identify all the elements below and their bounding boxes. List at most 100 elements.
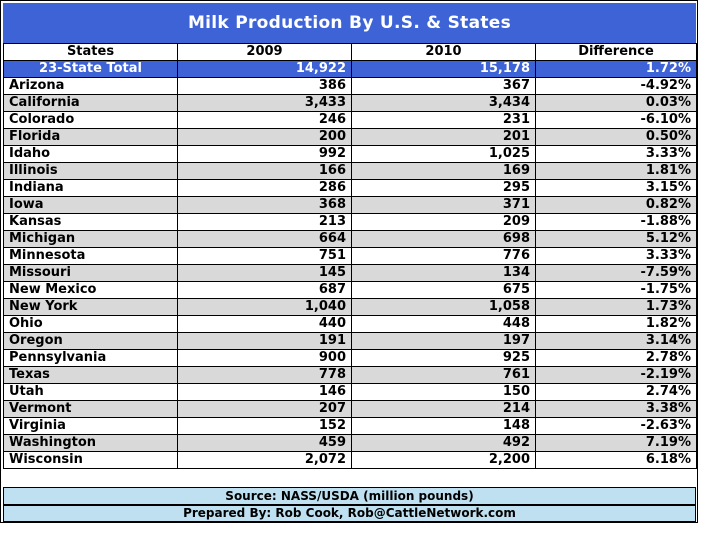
difference-cell: -6.10% [535, 111, 697, 129]
value-2009-cell: 3,433 [177, 94, 352, 112]
table-row: Wisconsin 2,072 2,200 6.18% [3, 451, 697, 469]
state-cell: Vermont [3, 400, 178, 418]
table-row: Michigan 664 698 5.12% [3, 230, 697, 248]
value-2010-cell: 201 [351, 128, 536, 146]
table-row: Pennsylvania 900 925 2.78% [3, 349, 697, 367]
value-2010-cell: 134 [351, 264, 536, 282]
state-cell: New York [3, 298, 178, 316]
value-2009-cell: 751 [177, 247, 352, 265]
value-2010-cell: 148 [351, 417, 536, 435]
state-cell: Iowa [3, 196, 178, 214]
milk-production-slide: Milk Production By U.S. & States States … [0, 0, 698, 523]
table-row: Virginia 152 148 -2.63% [3, 417, 697, 435]
table-row: Kansas 213 209 -1.88% [3, 213, 697, 231]
difference-cell: -2.19% [535, 366, 697, 384]
prepared-by-note: Prepared By: Rob Cook, Rob@CattleNetwork… [3, 505, 696, 522]
state-cell: Minnesota [3, 247, 178, 265]
difference-cell: 7.19% [535, 434, 697, 452]
table-row: Florida 200 201 0.50% [3, 128, 697, 146]
difference-cell: 0.50% [535, 128, 697, 146]
value-2010-cell: 3,434 [351, 94, 536, 112]
value-2009-cell: 145 [177, 264, 352, 282]
value-2010-cell: 209 [351, 213, 536, 231]
table-row: Ohio 440 448 1.82% [3, 315, 697, 333]
value-2010-cell: 197 [351, 332, 536, 350]
table-row: Oregon 191 197 3.14% [3, 332, 697, 350]
difference-cell: -1.88% [535, 213, 697, 231]
state-cell: Wisconsin [3, 451, 178, 469]
value-2010-cell: 448 [351, 315, 536, 333]
value-2010-cell: 675 [351, 281, 536, 299]
state-cell: Idaho [3, 145, 178, 163]
table-row: Indiana 286 295 3.15% [3, 179, 697, 197]
value-2010-cell: 1,058 [351, 298, 536, 316]
difference-cell: 2.78% [535, 349, 697, 367]
total-diff: 1.72% [535, 60, 697, 78]
difference-cell: 2.74% [535, 383, 697, 401]
value-2010-cell: 371 [351, 196, 536, 214]
value-2009-cell: 778 [177, 366, 352, 384]
difference-cell: 3.14% [535, 332, 697, 350]
table-row: Texas 778 761 -2.19% [3, 366, 697, 384]
difference-cell: 3.15% [535, 179, 697, 197]
difference-cell: 1.73% [535, 298, 697, 316]
value-2009-cell: 687 [177, 281, 352, 299]
value-2009-cell: 2,072 [177, 451, 352, 469]
total-row: 23-State Total 14,922 15,178 1.72% [3, 60, 697, 78]
difference-cell: 3.33% [535, 145, 697, 163]
difference-cell: 1.82% [535, 315, 697, 333]
difference-cell: 3.38% [535, 400, 697, 418]
value-2010-cell: 295 [351, 179, 536, 197]
header-states: States [3, 43, 178, 61]
value-2009-cell: 213 [177, 213, 352, 231]
state-cell: Utah [3, 383, 178, 401]
difference-cell: 5.12% [535, 230, 697, 248]
difference-cell: 0.82% [535, 196, 697, 214]
value-2009-cell: 459 [177, 434, 352, 452]
state-cell: Arizona [3, 77, 178, 95]
state-cell: Ohio [3, 315, 178, 333]
value-2010-cell: 2,200 [351, 451, 536, 469]
state-cell: Missouri [3, 264, 178, 282]
table-row: Missouri 145 134 -7.59% [3, 264, 697, 282]
table-title: Milk Production By U.S. & States [3, 3, 696, 43]
value-2009-cell: 900 [177, 349, 352, 367]
value-2009-cell: 166 [177, 162, 352, 180]
value-2009-cell: 191 [177, 332, 352, 350]
value-2009-cell: 368 [177, 196, 352, 214]
value-2009-cell: 146 [177, 383, 352, 401]
difference-cell: -7.59% [535, 264, 697, 282]
difference-cell: -1.75% [535, 281, 697, 299]
value-2010-cell: 367 [351, 77, 536, 95]
state-cell: Virginia [3, 417, 178, 435]
total-state: 23-State Total [3, 60, 178, 78]
source-note: Source: NASS/USDA (million pounds) [3, 487, 696, 505]
value-2009-cell: 440 [177, 315, 352, 333]
state-cell: Michigan [3, 230, 178, 248]
table-row: California 3,433 3,434 0.03% [3, 94, 697, 112]
state-cell: Indiana [3, 179, 178, 197]
total-2010: 15,178 [351, 60, 536, 78]
difference-cell: 3.33% [535, 247, 697, 265]
header-2009: 2009 [177, 43, 352, 61]
state-cell: Kansas [3, 213, 178, 231]
value-2010-cell: 492 [351, 434, 536, 452]
state-cell: Colorado [3, 111, 178, 129]
value-2009-cell: 246 [177, 111, 352, 129]
value-2009-cell: 992 [177, 145, 352, 163]
value-2010-cell: 776 [351, 247, 536, 265]
state-cell: Washington [3, 434, 178, 452]
state-cell: Oregon [3, 332, 178, 350]
value-2010-cell: 231 [351, 111, 536, 129]
value-2010-cell: 925 [351, 349, 536, 367]
table-row: Vermont 207 214 3.38% [3, 400, 697, 418]
value-2009-cell: 200 [177, 128, 352, 146]
state-cell: Florida [3, 128, 178, 146]
table-row: New York 1,040 1,058 1.73% [3, 298, 697, 316]
table-row: Arizona 386 367 -4.92% [3, 77, 697, 95]
table-row: Washington 459 492 7.19% [3, 434, 697, 452]
value-2010-cell: 1,025 [351, 145, 536, 163]
table-row: Utah 146 150 2.74% [3, 383, 697, 401]
table-row: New Mexico 687 675 -1.75% [3, 281, 697, 299]
table-row: Minnesota 751 776 3.33% [3, 247, 697, 265]
